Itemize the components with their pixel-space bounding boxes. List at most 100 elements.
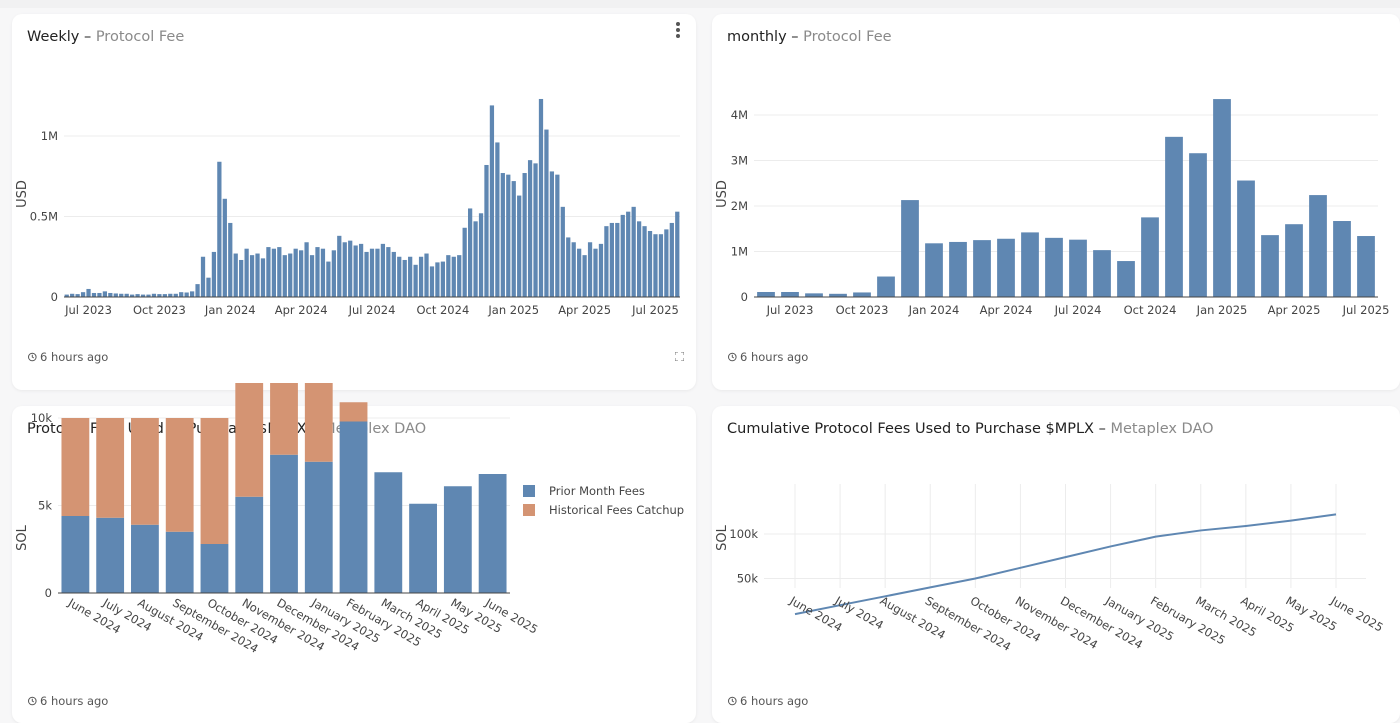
bar bbox=[320, 248, 326, 297]
bar-prior-month-fees bbox=[235, 496, 264, 593]
last-updated-text: 6 hours ago bbox=[740, 694, 809, 708]
bar bbox=[299, 250, 304, 297]
card-title-source[interactable]: Protocol Fee bbox=[95, 29, 185, 45]
y-tick-label: 50k bbox=[737, 572, 759, 586]
y-tick-label: 0 bbox=[741, 290, 748, 304]
expand-icon[interactable] bbox=[675, 352, 684, 361]
bar bbox=[560, 206, 565, 297]
bar-prior-month-fees bbox=[61, 516, 90, 593]
x-tick-label: Apr 2025 bbox=[1268, 303, 1321, 317]
bar bbox=[397, 256, 402, 297]
bar bbox=[97, 292, 102, 297]
bar-historical-fees-catchup bbox=[131, 418, 159, 525]
bar bbox=[369, 248, 375, 297]
bar bbox=[86, 288, 91, 297]
card-title: monthly – Protocol Fee bbox=[727, 29, 892, 45]
bar bbox=[375, 248, 380, 297]
bar bbox=[260, 258, 266, 297]
top-strip bbox=[0, 0, 1400, 8]
bar bbox=[451, 256, 456, 297]
y-tick-label: 4M bbox=[731, 108, 748, 122]
bar bbox=[435, 262, 440, 297]
bar bbox=[609, 222, 614, 297]
y-tick-label: 0 bbox=[45, 586, 52, 600]
bar-prior-month-fees bbox=[339, 421, 368, 593]
bar bbox=[239, 259, 244, 297]
weekly-protocol-fee-card: Weekly – Protocol Fee 0 0.5M 1M USD Jul 2023… bbox=[12, 14, 696, 390]
bar bbox=[1117, 261, 1135, 297]
cumulative-line bbox=[794, 513, 1337, 616]
weekly-bar-chart: 0 0.5M 1M USD Jul 2023 Oct 2023 Jan 2024 Apr 20… bbox=[15, 98, 680, 317]
bar-prior-month-fees bbox=[443, 486, 472, 593]
bar bbox=[75, 294, 80, 297]
bar bbox=[642, 226, 647, 297]
bar bbox=[348, 240, 353, 297]
bar bbox=[266, 247, 271, 297]
y-tick-label: 3M bbox=[731, 154, 748, 168]
bar bbox=[973, 240, 991, 297]
bar bbox=[544, 129, 549, 297]
x-tick-label: Jul 2024 bbox=[348, 303, 396, 317]
bar bbox=[489, 105, 495, 297]
mplx-purchase-card: Protocol Fees Used to Purchase $MPLX – M… bbox=[12, 383, 696, 723]
x-tick-label: Jul 2025 bbox=[631, 303, 679, 317]
bar bbox=[70, 293, 75, 297]
last-updated: 6 hours ago bbox=[727, 694, 808, 708]
cumulative-purchase-card: Cumulative Protocol Fees Used to Purchas… bbox=[712, 406, 1400, 723]
bar bbox=[211, 251, 217, 297]
y-axis-title: USD bbox=[15, 180, 30, 208]
bar bbox=[358, 243, 364, 297]
legend-label: Prior Month Fees bbox=[549, 484, 645, 498]
bar bbox=[853, 292, 871, 297]
bar bbox=[413, 264, 418, 297]
bar bbox=[901, 200, 919, 297]
legend-swatch bbox=[523, 485, 535, 497]
x-tick-label: Jul 2024 bbox=[1054, 303, 1102, 317]
bar bbox=[538, 98, 544, 297]
bar bbox=[593, 248, 598, 297]
bar bbox=[1285, 224, 1303, 297]
x-tick-label: June 2025 bbox=[1328, 593, 1386, 635]
card-title-main: Weekly bbox=[27, 29, 80, 45]
bar bbox=[130, 294, 135, 297]
bar bbox=[1045, 237, 1063, 297]
bar-prior-month-fees bbox=[374, 472, 403, 593]
bar bbox=[631, 206, 636, 297]
bar bbox=[331, 250, 336, 297]
card-title-separator: – bbox=[79, 29, 96, 45]
y-tick-label: 0.5M bbox=[30, 210, 58, 224]
bar bbox=[386, 247, 391, 297]
bar bbox=[511, 181, 516, 297]
bar bbox=[1357, 236, 1375, 297]
bar bbox=[1213, 99, 1231, 297]
bar bbox=[140, 294, 146, 297]
bar bbox=[1309, 195, 1327, 297]
bar-prior-month-fees bbox=[200, 544, 229, 593]
card-title-source[interactable]: Metaplex DAO bbox=[1110, 421, 1214, 437]
bar bbox=[228, 222, 233, 297]
bar bbox=[146, 294, 151, 297]
bar bbox=[424, 253, 429, 297]
bar bbox=[1333, 221, 1351, 297]
history-clock-icon bbox=[28, 696, 37, 706]
history-clock-icon bbox=[28, 352, 37, 362]
card-title-source[interactable]: Protocol Fee bbox=[803, 29, 892, 45]
bar bbox=[615, 222, 620, 297]
bar bbox=[473, 221, 478, 297]
y-tick-label: 1M bbox=[41, 129, 58, 143]
bar-historical-fees-catchup bbox=[235, 383, 264, 497]
x-tick-label: Jan 2025 bbox=[1196, 303, 1248, 317]
bar bbox=[337, 235, 342, 297]
x-tick-label: Oct 2024 bbox=[416, 303, 469, 317]
bar bbox=[1189, 153, 1207, 297]
y-tick-label: 100k bbox=[729, 527, 758, 541]
bar bbox=[380, 243, 386, 297]
bar-prior-month-fees bbox=[478, 474, 507, 593]
bar bbox=[1069, 239, 1087, 297]
bar-historical-fees-catchup bbox=[165, 418, 194, 532]
kebab-menu-icon[interactable] bbox=[670, 20, 686, 42]
bar bbox=[577, 248, 582, 297]
bar bbox=[271, 248, 277, 297]
